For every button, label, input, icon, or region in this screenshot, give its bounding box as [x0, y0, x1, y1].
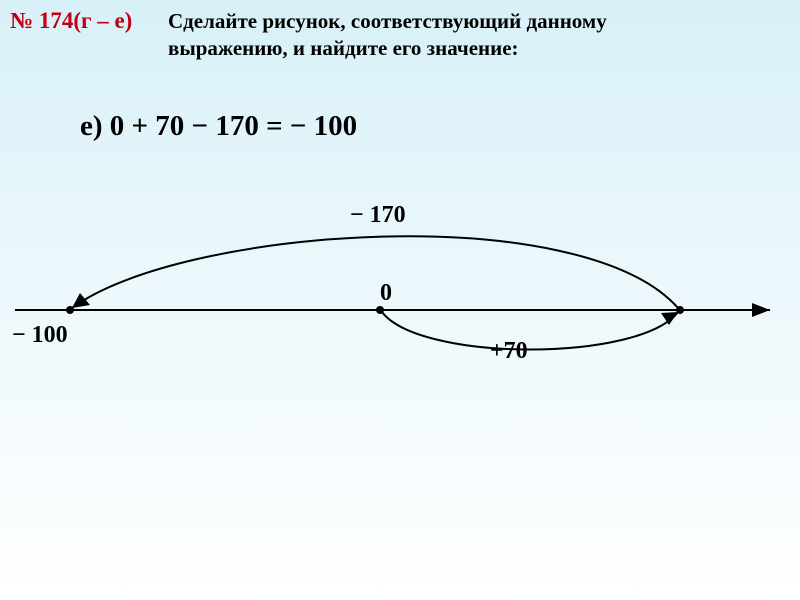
task-text-line1: Сделайте рисунок, соответствующий данном… — [168, 9, 607, 33]
axis-arrowhead — [752, 303, 770, 317]
point-plus70 — [676, 306, 684, 314]
point-minus100 — [66, 306, 74, 314]
label-zero: 0 — [380, 280, 392, 307]
label-minus170: − 170 — [350, 202, 406, 229]
arc-plus70 — [382, 312, 678, 350]
label-plus70: +70 — [490, 338, 528, 365]
task-number: № 174(г – е) — [10, 8, 132, 34]
slide: { "header": { "task_number": "№ 174(г – … — [0, 0, 800, 600]
task-text-line2: выражению, и найдите его значение: — [168, 36, 519, 60]
task-instruction: Сделайте рисунок, соответствующий данном… — [168, 8, 780, 62]
arc-minus170 — [72, 236, 678, 308]
label-minus100: − 100 — [12, 322, 68, 349]
arc-plus70-arrowhead — [661, 312, 678, 325]
arc-minus170-arrowhead — [72, 293, 90, 308]
point-zero — [376, 306, 384, 314]
expression: е) 0 + 70 − 170 = − 100 — [80, 110, 357, 143]
